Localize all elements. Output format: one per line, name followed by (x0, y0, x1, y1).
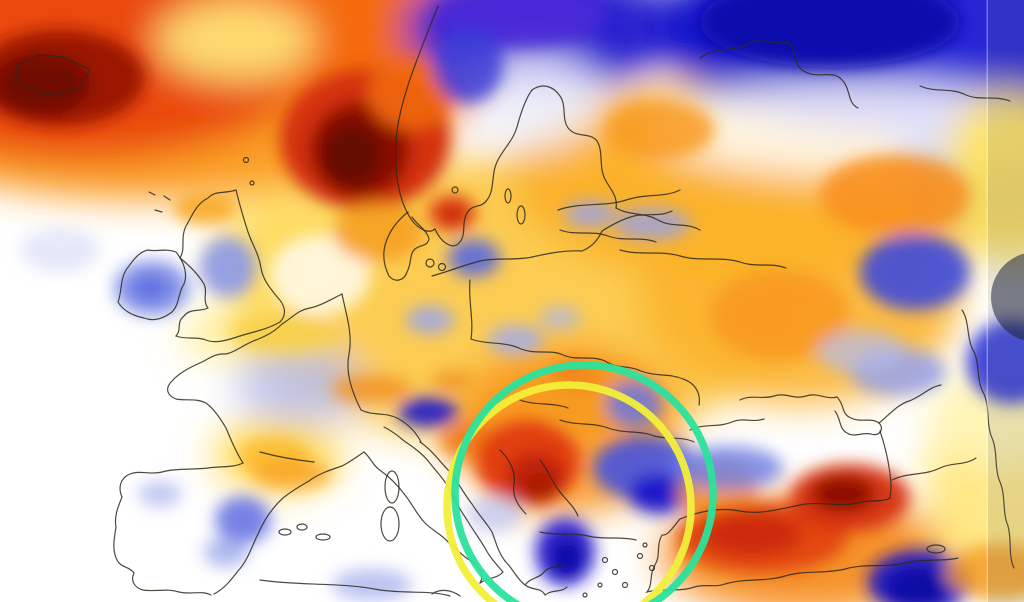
coast-kola-whitesea (699, 40, 859, 109)
anomaly-blue-czech (488, 325, 544, 355)
anomaly-blue-south-italy (332, 569, 412, 601)
coastline-borders (15, 5, 1015, 598)
border-pyrenees (259, 451, 315, 463)
border-central-europe (468, 279, 700, 406)
highlight-circle-yellow (443, 381, 695, 602)
anomaly-blue-belarus (614, 208, 690, 240)
coast-denmark (383, 211, 430, 281)
anomaly-navy-core-east-mediterranean (888, 569, 948, 602)
anomaly-dark-red-iceland-core (0, 54, 90, 114)
anomaly-blue-west-black-sea (673, 446, 783, 490)
border-balkans (499, 399, 579, 517)
island-shetland (249, 180, 255, 186)
anomaly-deep-blue-bulgaria-core (628, 474, 692, 514)
anomaly-dark-core-norwegian-sea (322, 123, 382, 187)
island-faroe (242, 156, 250, 164)
anomaly-orange-denmark (333, 202, 423, 262)
coast-turkey-west-south (645, 518, 959, 594)
island-cyprus (926, 544, 946, 554)
anomaly-orange-finland (605, 100, 715, 160)
island-zealand (425, 258, 435, 268)
island-corsica (384, 470, 400, 504)
anomaly-pale-blue-albania (466, 496, 522, 532)
anomaly-blue-ireland-core (130, 274, 170, 302)
anomaly-deep-blue-east-edge (967, 320, 1024, 404)
anomaly-blue-south-spain (204, 537, 248, 567)
anomaly-dark-red-caucasus-core (811, 476, 875, 512)
anomaly-blue-baltic-sea (448, 239, 500, 277)
anomaly-navy-core-arctic (700, 0, 960, 67)
highlight-annotations (443, 361, 717, 602)
coast-great-britain (174, 189, 286, 343)
anomaly-orange-ukraine-core (710, 270, 850, 360)
coast-estonia (557, 189, 681, 211)
anomaly-dark-red-core-serbia (524, 472, 556, 500)
islets-scotland (148, 191, 171, 213)
border-greece-north (539, 531, 637, 541)
anomaly-blue-northwest-spain (138, 481, 182, 507)
border-east-europe (559, 207, 787, 269)
anomaly-orange-cyprus-levant (945, 544, 1024, 600)
anomaly-red-core-north-turkey (702, 512, 802, 556)
anomaly-pale-blue-atlantic (20, 228, 100, 272)
coast-west-europe (113, 293, 343, 596)
coast-black-sea-north (689, 394, 838, 431)
anomaly-white-north-sea (270, 235, 370, 315)
islands-balearic (278, 523, 331, 541)
anomaly-pale-spot-top (155, 0, 315, 80)
anomaly-red-core-south-sweden (439, 205, 465, 225)
anomaly-blue-north-england (200, 237, 256, 297)
anomaly-blue-east-germany (406, 306, 454, 334)
anomaly-yellow-east-edge (942, 90, 1024, 266)
anomaly-blue-central-spain (215, 496, 271, 544)
lake-vanern (451, 186, 459, 194)
coast-azov (878, 384, 942, 424)
coast-greece (504, 560, 568, 596)
right-edge-seam (986, 0, 988, 602)
anomaly-orange-kola (820, 155, 970, 235)
coast-ireland (117, 249, 187, 321)
anomaly-orange-north-scotland (173, 192, 237, 224)
anomaly-blue-south-norway (433, 27, 503, 103)
coast-turkey-north (679, 497, 891, 520)
island-sardinia (380, 506, 400, 542)
anomaly-pale-blue-france (235, 347, 365, 423)
anomaly-blue-azov (860, 234, 970, 310)
anomaly-pale-blue-east-ukraine (817, 330, 907, 374)
coast-black-sea-east (879, 430, 892, 499)
coast-iceland (15, 54, 91, 96)
coast-sicily-africa (259, 579, 461, 597)
coast-pechora (919, 85, 1011, 102)
border-france-alps (341, 293, 422, 443)
line-caucasus (891, 457, 977, 481)
anomaly-blue-latvia (564, 201, 616, 227)
border-danube (559, 419, 695, 443)
coast-adriatic-east (419, 441, 506, 562)
anomaly-deep-blue-greece-core (550, 538, 584, 578)
anomaly-yellow-southeast-england (230, 312, 340, 352)
island-funen (437, 262, 447, 272)
anomaly-orange-switzerland (332, 375, 412, 403)
coast-sweden-baltic (434, 89, 533, 247)
anomaly-dark-blue-alps (398, 397, 458, 427)
anomaly-blue-poland-small (540, 306, 580, 330)
island-oland (504, 188, 512, 204)
island-gotland (516, 205, 526, 225)
anomaly-orange-mediterranean-france (252, 459, 332, 489)
islands-aegean (582, 542, 656, 598)
coast-baltic-south (431, 210, 673, 277)
coast-norway-west (395, 5, 439, 232)
coast-spain-east (213, 451, 365, 595)
coast-caspian (961, 309, 1015, 569)
anomaly-orange-austria (430, 371, 474, 391)
edge-nav-disc[interactable] (991, 252, 1024, 342)
anomaly-white-band-russia (650, 80, 1024, 176)
highlight-circle-green (451, 361, 717, 602)
coast-bothnia-finland (531, 85, 617, 209)
anomaly-orange-norway-coast (368, 60, 452, 130)
